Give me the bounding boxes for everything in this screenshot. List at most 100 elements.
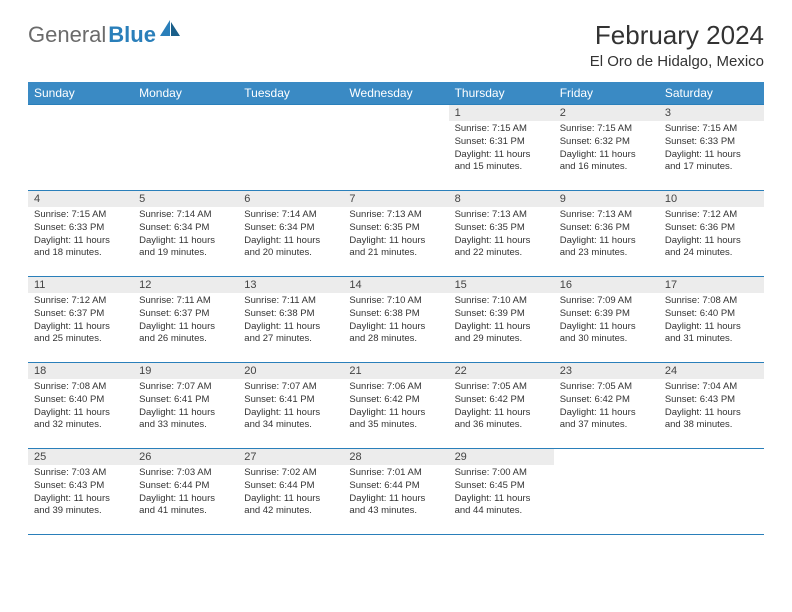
month-title: February 2024 [590, 20, 764, 51]
day-details: Sunrise: 7:03 AMSunset: 6:43 PMDaylight:… [28, 465, 133, 522]
day-details: Sunrise: 7:08 AMSunset: 6:40 PMDaylight:… [28, 379, 133, 436]
day-cell: 22Sunrise: 7:05 AMSunset: 6:42 PMDayligh… [449, 363, 554, 449]
daylight-text: Daylight: 11 hours and 27 minutes. [244, 321, 337, 347]
dow-friday: Friday [554, 82, 659, 105]
sunset-text: Sunset: 6:33 PM [34, 222, 127, 235]
dow-thursday: Thursday [449, 82, 554, 105]
daylight-text: Daylight: 11 hours and 20 minutes. [244, 235, 337, 261]
daylight-text: Daylight: 11 hours and 42 minutes. [244, 493, 337, 519]
daylight-text: Daylight: 11 hours and 15 minutes. [455, 149, 548, 175]
daylight-text: Daylight: 11 hours and 28 minutes. [349, 321, 442, 347]
sunrise-text: Sunrise: 7:14 AM [139, 209, 232, 222]
sunrise-text: Sunrise: 7:06 AM [349, 381, 442, 394]
location: El Oro de Hidalgo, Mexico [590, 53, 764, 70]
day-number: 6 [238, 191, 343, 207]
day-cell [659, 449, 764, 535]
sunset-text: Sunset: 6:33 PM [665, 136, 758, 149]
day-cell: 3Sunrise: 7:15 AMSunset: 6:33 PMDaylight… [659, 105, 764, 191]
day-details: Sunrise: 7:00 AMSunset: 6:45 PMDaylight:… [449, 465, 554, 522]
day-cell: 23Sunrise: 7:05 AMSunset: 6:42 PMDayligh… [554, 363, 659, 449]
sunrise-text: Sunrise: 7:08 AM [665, 295, 758, 308]
day-cell: 12Sunrise: 7:11 AMSunset: 6:37 PMDayligh… [133, 277, 238, 363]
sunrise-text: Sunrise: 7:07 AM [244, 381, 337, 394]
day-number: 22 [449, 363, 554, 379]
day-number: 17 [659, 277, 764, 293]
sunrise-text: Sunrise: 7:03 AM [139, 467, 232, 480]
day-number: 2 [554, 105, 659, 121]
day-of-week-row: Sunday Monday Tuesday Wednesday Thursday… [28, 82, 764, 105]
day-details: Sunrise: 7:13 AMSunset: 6:35 PMDaylight:… [343, 207, 448, 264]
daylight-text: Daylight: 11 hours and 16 minutes. [560, 149, 653, 175]
daylight-text: Daylight: 11 hours and 17 minutes. [665, 149, 758, 175]
daylight-text: Daylight: 11 hours and 21 minutes. [349, 235, 442, 261]
sunset-text: Sunset: 6:44 PM [349, 480, 442, 493]
logo: GeneralBlue [28, 20, 182, 49]
day-details: Sunrise: 7:13 AMSunset: 6:36 PMDaylight:… [554, 207, 659, 264]
daylight-text: Daylight: 11 hours and 32 minutes. [34, 407, 127, 433]
sunrise-text: Sunrise: 7:12 AM [665, 209, 758, 222]
sunrise-text: Sunrise: 7:05 AM [560, 381, 653, 394]
day-cell [343, 105, 448, 191]
sunset-text: Sunset: 6:34 PM [244, 222, 337, 235]
day-cell: 17Sunrise: 7:08 AMSunset: 6:40 PMDayligh… [659, 277, 764, 363]
day-details: Sunrise: 7:06 AMSunset: 6:42 PMDaylight:… [343, 379, 448, 436]
sunrise-text: Sunrise: 7:08 AM [34, 381, 127, 394]
day-number: 21 [343, 363, 448, 379]
day-cell: 20Sunrise: 7:07 AMSunset: 6:41 PMDayligh… [238, 363, 343, 449]
sunset-text: Sunset: 6:38 PM [349, 308, 442, 321]
day-number: 26 [133, 449, 238, 465]
day-number: 9 [554, 191, 659, 207]
sunrise-text: Sunrise: 7:05 AM [455, 381, 548, 394]
day-cell: 14Sunrise: 7:10 AMSunset: 6:38 PMDayligh… [343, 277, 448, 363]
logo-text-part2: Blue [108, 22, 156, 48]
week-row: 4Sunrise: 7:15 AMSunset: 6:33 PMDaylight… [28, 191, 764, 277]
sunset-text: Sunset: 6:41 PM [244, 394, 337, 407]
day-details: Sunrise: 7:10 AMSunset: 6:38 PMDaylight:… [343, 293, 448, 350]
day-details: Sunrise: 7:14 AMSunset: 6:34 PMDaylight:… [238, 207, 343, 264]
day-cell: 9Sunrise: 7:13 AMSunset: 6:36 PMDaylight… [554, 191, 659, 277]
sunrise-text: Sunrise: 7:11 AM [244, 295, 337, 308]
sunset-text: Sunset: 6:44 PM [139, 480, 232, 493]
day-details: Sunrise: 7:12 AMSunset: 6:36 PMDaylight:… [659, 207, 764, 264]
sunset-text: Sunset: 6:42 PM [455, 394, 548, 407]
day-cell: 11Sunrise: 7:12 AMSunset: 6:37 PMDayligh… [28, 277, 133, 363]
day-details: Sunrise: 7:05 AMSunset: 6:42 PMDaylight:… [554, 379, 659, 436]
day-cell: 19Sunrise: 7:07 AMSunset: 6:41 PMDayligh… [133, 363, 238, 449]
calendar-table: Sunday Monday Tuesday Wednesday Thursday… [28, 82, 764, 535]
sunrise-text: Sunrise: 7:07 AM [139, 381, 232, 394]
day-number: 24 [659, 363, 764, 379]
sunrise-text: Sunrise: 7:13 AM [349, 209, 442, 222]
day-number: 27 [238, 449, 343, 465]
sunrise-text: Sunrise: 7:13 AM [455, 209, 548, 222]
day-details: Sunrise: 7:15 AMSunset: 6:32 PMDaylight:… [554, 121, 659, 178]
logo-text-part1: General [28, 22, 106, 48]
sunset-text: Sunset: 6:42 PM [560, 394, 653, 407]
sunset-text: Sunset: 6:38 PM [244, 308, 337, 321]
daylight-text: Daylight: 11 hours and 29 minutes. [455, 321, 548, 347]
day-number: 19 [133, 363, 238, 379]
day-details: Sunrise: 7:14 AMSunset: 6:34 PMDaylight:… [133, 207, 238, 264]
day-details: Sunrise: 7:08 AMSunset: 6:40 PMDaylight:… [659, 293, 764, 350]
week-row: 11Sunrise: 7:12 AMSunset: 6:37 PMDayligh… [28, 277, 764, 363]
day-cell: 28Sunrise: 7:01 AMSunset: 6:44 PMDayligh… [343, 449, 448, 535]
day-number: 1 [449, 105, 554, 121]
day-number: 16 [554, 277, 659, 293]
daylight-text: Daylight: 11 hours and 30 minutes. [560, 321, 653, 347]
day-details: Sunrise: 7:11 AMSunset: 6:38 PMDaylight:… [238, 293, 343, 350]
day-number: 28 [343, 449, 448, 465]
day-cell: 10Sunrise: 7:12 AMSunset: 6:36 PMDayligh… [659, 191, 764, 277]
sunset-text: Sunset: 6:36 PM [560, 222, 653, 235]
sunrise-text: Sunrise: 7:02 AM [244, 467, 337, 480]
sunset-text: Sunset: 6:35 PM [455, 222, 548, 235]
day-number: 11 [28, 277, 133, 293]
day-number: 15 [449, 277, 554, 293]
day-details: Sunrise: 7:03 AMSunset: 6:44 PMDaylight:… [133, 465, 238, 522]
sunrise-text: Sunrise: 7:15 AM [665, 123, 758, 136]
sunrise-text: Sunrise: 7:15 AM [34, 209, 127, 222]
daylight-text: Daylight: 11 hours and 39 minutes. [34, 493, 127, 519]
sunset-text: Sunset: 6:35 PM [349, 222, 442, 235]
day-cell: 15Sunrise: 7:10 AMSunset: 6:39 PMDayligh… [449, 277, 554, 363]
sunset-text: Sunset: 6:36 PM [665, 222, 758, 235]
sunset-text: Sunset: 6:39 PM [560, 308, 653, 321]
day-cell: 29Sunrise: 7:00 AMSunset: 6:45 PMDayligh… [449, 449, 554, 535]
